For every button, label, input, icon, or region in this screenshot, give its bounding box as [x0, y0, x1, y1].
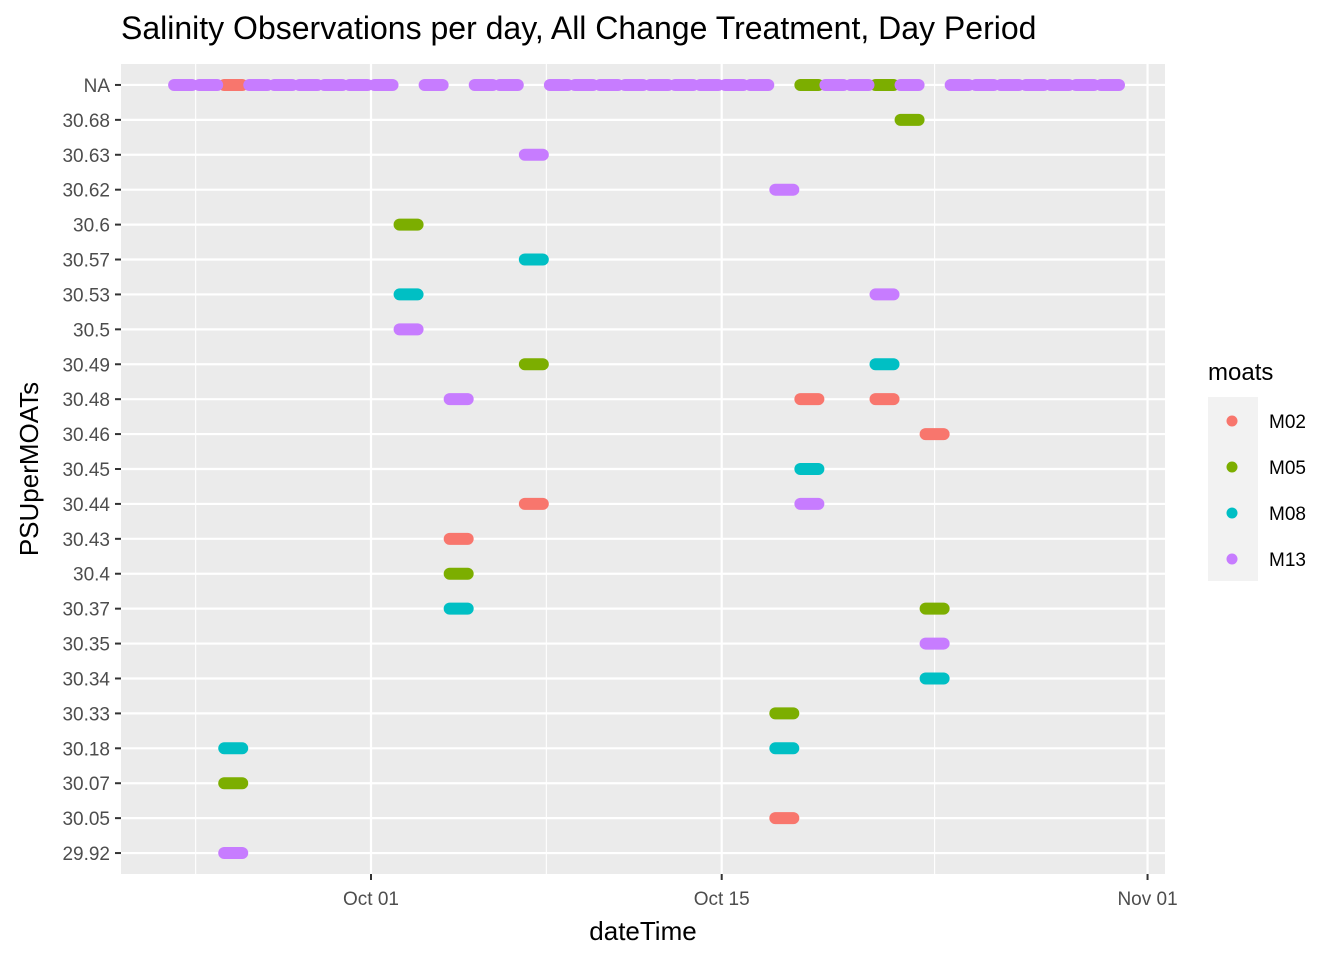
y-tick-label: 30.62 — [62, 181, 110, 202]
legend-title: moats — [1208, 359, 1273, 386]
y-tick-label: 30.57 — [62, 251, 110, 272]
x-axis: Oct 01 Oct 15 Nov 01 — [343, 874, 1178, 910]
legend-key-m02 — [1226, 415, 1238, 427]
y-tick-label: 30.37 — [62, 600, 110, 621]
y-tick-label: 30.4 — [73, 565, 110, 586]
y-tick-label: NA — [84, 76, 111, 97]
legend-label: M05 — [1269, 458, 1306, 479]
y-tick-label: 30.05 — [62, 809, 110, 830]
legend-label: M02 — [1269, 412, 1306, 433]
y-tick-label: 30.5 — [73, 320, 110, 341]
chart-title: Salinity Observations per day, All Chang… — [121, 10, 1036, 46]
y-axis-title: PSUperMOATs — [14, 382, 44, 556]
legend-label: M13 — [1269, 550, 1306, 571]
y-tick-label: 30.68 — [62, 111, 110, 132]
y-tick-label: 30.63 — [62, 146, 110, 167]
major-gridlines — [121, 64, 1165, 874]
y-tick-label: 30.44 — [62, 495, 110, 516]
legend: moats M02 M05 M08 M13 — [1208, 359, 1306, 581]
x-tick-label: Oct 15 — [694, 889, 750, 910]
y-tick-label: 30.49 — [62, 355, 110, 376]
y-tick-label: 30.33 — [62, 704, 110, 725]
y-tick-label: 30.46 — [62, 425, 110, 446]
y-tick-label: 29.92 — [62, 844, 110, 865]
legend-key-m13 — [1226, 553, 1238, 565]
y-tick-label: 30.48 — [62, 390, 110, 411]
legend-key-background — [1208, 397, 1258, 581]
y-tick-label: 30.53 — [62, 285, 110, 306]
y-tick-label: 30.45 — [62, 460, 110, 481]
x-axis-title: dateTime — [589, 916, 696, 946]
y-tick-label: 30.35 — [62, 635, 110, 656]
data-points — [168, 78, 1125, 860]
x-tick-label: Oct 01 — [343, 889, 399, 910]
y-tick-label: 30.43 — [62, 530, 110, 551]
x-tick-label: Nov 01 — [1117, 889, 1177, 910]
y-tick-label: 30.34 — [62, 669, 110, 690]
y-axis: 29.92 30.05 30.07 30.18 30.33 30.34 30.35 30.37… — [62, 76, 121, 865]
legend-key-m05 — [1226, 461, 1238, 473]
legend-label: M08 — [1269, 504, 1306, 525]
y-tick-label: 30.6 — [73, 216, 110, 237]
y-tick-label: 30.07 — [62, 774, 110, 795]
y-tick-label: 30.18 — [62, 739, 110, 760]
legend-key-m08 — [1226, 507, 1238, 519]
